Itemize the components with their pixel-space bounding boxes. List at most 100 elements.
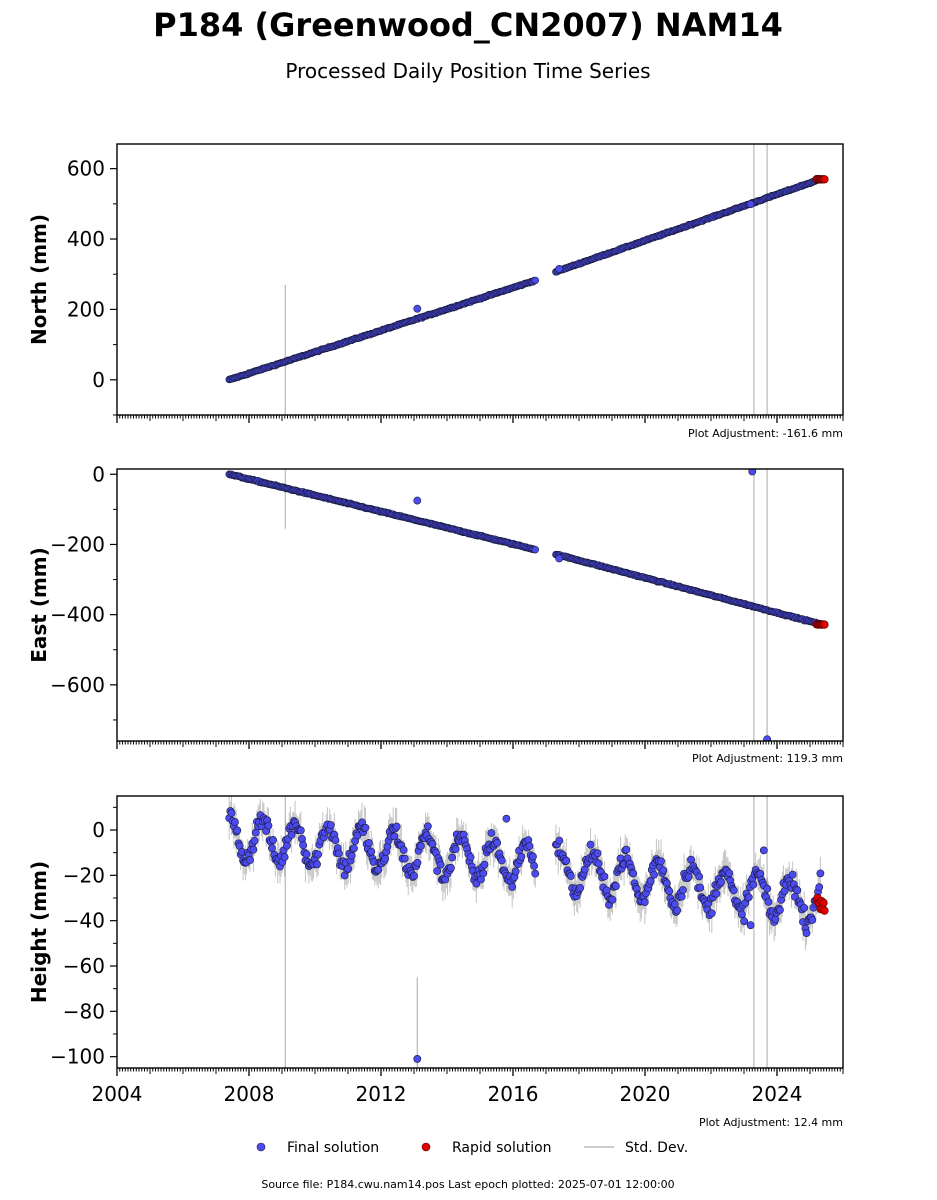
height-ytick-label: −40 xyxy=(63,909,105,933)
north-rapid-point xyxy=(820,175,829,184)
x-tick-label: 2004 xyxy=(92,1082,143,1106)
x-tick-label: 2012 xyxy=(356,1082,407,1106)
height-final-point xyxy=(331,836,340,845)
east-final-point xyxy=(531,545,539,554)
height-final-point xyxy=(517,852,526,861)
height-final-point xyxy=(717,878,725,886)
height-final-point xyxy=(280,853,289,862)
height-outlier-point xyxy=(759,846,768,855)
east-outlier-point xyxy=(413,496,422,505)
height-final-point xyxy=(335,849,343,858)
east-ytick-label: −200 xyxy=(50,532,105,556)
height-final-point xyxy=(594,859,603,868)
height-final-point xyxy=(576,883,585,892)
height-final-point xyxy=(367,847,376,856)
height-final-point xyxy=(600,872,609,881)
height-rapid-point xyxy=(820,906,829,915)
height-final-point xyxy=(531,869,540,878)
height-ytick-label: 0 xyxy=(92,818,105,842)
height-final-point xyxy=(344,864,353,873)
height-final-point xyxy=(771,915,780,924)
height-final-point xyxy=(659,866,668,875)
height-final-point xyxy=(788,870,797,879)
height-axes-frame xyxy=(116,795,844,1069)
height-final-point xyxy=(390,832,399,841)
height-final-point xyxy=(493,838,502,847)
x-tick-label: 2020 xyxy=(620,1082,671,1106)
height-final-point xyxy=(567,872,575,880)
height-final-point xyxy=(695,872,704,881)
north-ytick-label: 200 xyxy=(67,297,105,321)
east-panel: −600 −400 −200 0 East (mm) Plot Adjustment: 1… xyxy=(27,462,844,765)
height-final-point xyxy=(447,863,455,872)
height-final-point xyxy=(665,887,673,895)
height-rapid-point xyxy=(819,898,828,907)
legend-final-label: Final solution xyxy=(287,1140,379,1156)
height-final-point xyxy=(353,831,362,840)
height-final-point xyxy=(233,826,242,835)
north-ytick-label: 400 xyxy=(67,227,105,251)
height-final-point xyxy=(764,898,773,906)
north-outlier-point xyxy=(555,265,564,273)
legend-rapid-label: Rapid solution xyxy=(452,1140,552,1156)
height-final-point xyxy=(816,869,825,878)
height-final-point xyxy=(763,884,772,893)
height-final-point xyxy=(612,882,620,890)
legend-stddev-label: Std. Dev. xyxy=(625,1140,688,1156)
height-final-point xyxy=(622,845,631,854)
legend-final-marker xyxy=(256,1142,266,1152)
height-final-point xyxy=(562,856,571,865)
height-final-point xyxy=(511,867,520,876)
height-final-point xyxy=(744,893,753,902)
height-final-point xyxy=(677,892,686,901)
height-final-point xyxy=(451,845,460,854)
east-outlier-point xyxy=(748,469,757,476)
height-final-point xyxy=(381,854,390,863)
height-final-point xyxy=(629,869,638,878)
height-final-point xyxy=(696,883,705,892)
height-final-point xyxy=(283,841,291,850)
north-ytick-label: 0 xyxy=(92,368,105,392)
north-outlier-point xyxy=(746,200,755,209)
north-plot-adjustment: Plot Adjustment: -161.6 mm xyxy=(688,427,843,440)
height-final-point xyxy=(410,871,418,880)
height-final-point xyxy=(436,860,445,869)
height-final-point xyxy=(448,853,457,862)
height-final-point xyxy=(423,822,432,831)
height-ytick-label: −80 xyxy=(63,999,105,1023)
height-final-point xyxy=(780,887,789,895)
height-final-point xyxy=(361,823,370,832)
height-final-point xyxy=(374,865,383,874)
east-ytick-label: −600 xyxy=(50,673,105,697)
east-outlier-point xyxy=(763,735,771,741)
height-final-point xyxy=(264,821,273,830)
height-final-point xyxy=(657,857,665,866)
east-ytick-label: −400 xyxy=(50,603,105,627)
height-final-point xyxy=(480,860,489,869)
height-final-point xyxy=(249,845,258,854)
height-final-point xyxy=(399,846,408,854)
height-final-point xyxy=(673,906,682,915)
height-final-point xyxy=(299,841,308,850)
height-final-point xyxy=(608,895,617,904)
height-final-point xyxy=(313,860,321,869)
height-outlier-point xyxy=(413,1055,422,1063)
height-final-point xyxy=(707,909,716,918)
height-final-point xyxy=(497,856,506,865)
height-final-point xyxy=(687,855,695,864)
height-final-point xyxy=(417,841,425,850)
height-final-point xyxy=(508,883,517,891)
height-final-point xyxy=(365,839,373,847)
height-final-point xyxy=(479,869,488,878)
height-ytick-label: −60 xyxy=(63,954,105,978)
east-plot-area xyxy=(225,469,829,741)
height-final-point xyxy=(314,850,323,859)
source-footer: Source file: P184.cwu.nam14.pos Last epo… xyxy=(261,1178,674,1191)
height-final-point xyxy=(246,856,254,864)
figure-subtitle: Processed Daily Position Time Series xyxy=(285,59,650,83)
height-final-point xyxy=(530,861,539,870)
height-final-point xyxy=(466,853,475,862)
height-final-point xyxy=(679,886,687,894)
height-final-point xyxy=(815,883,824,892)
